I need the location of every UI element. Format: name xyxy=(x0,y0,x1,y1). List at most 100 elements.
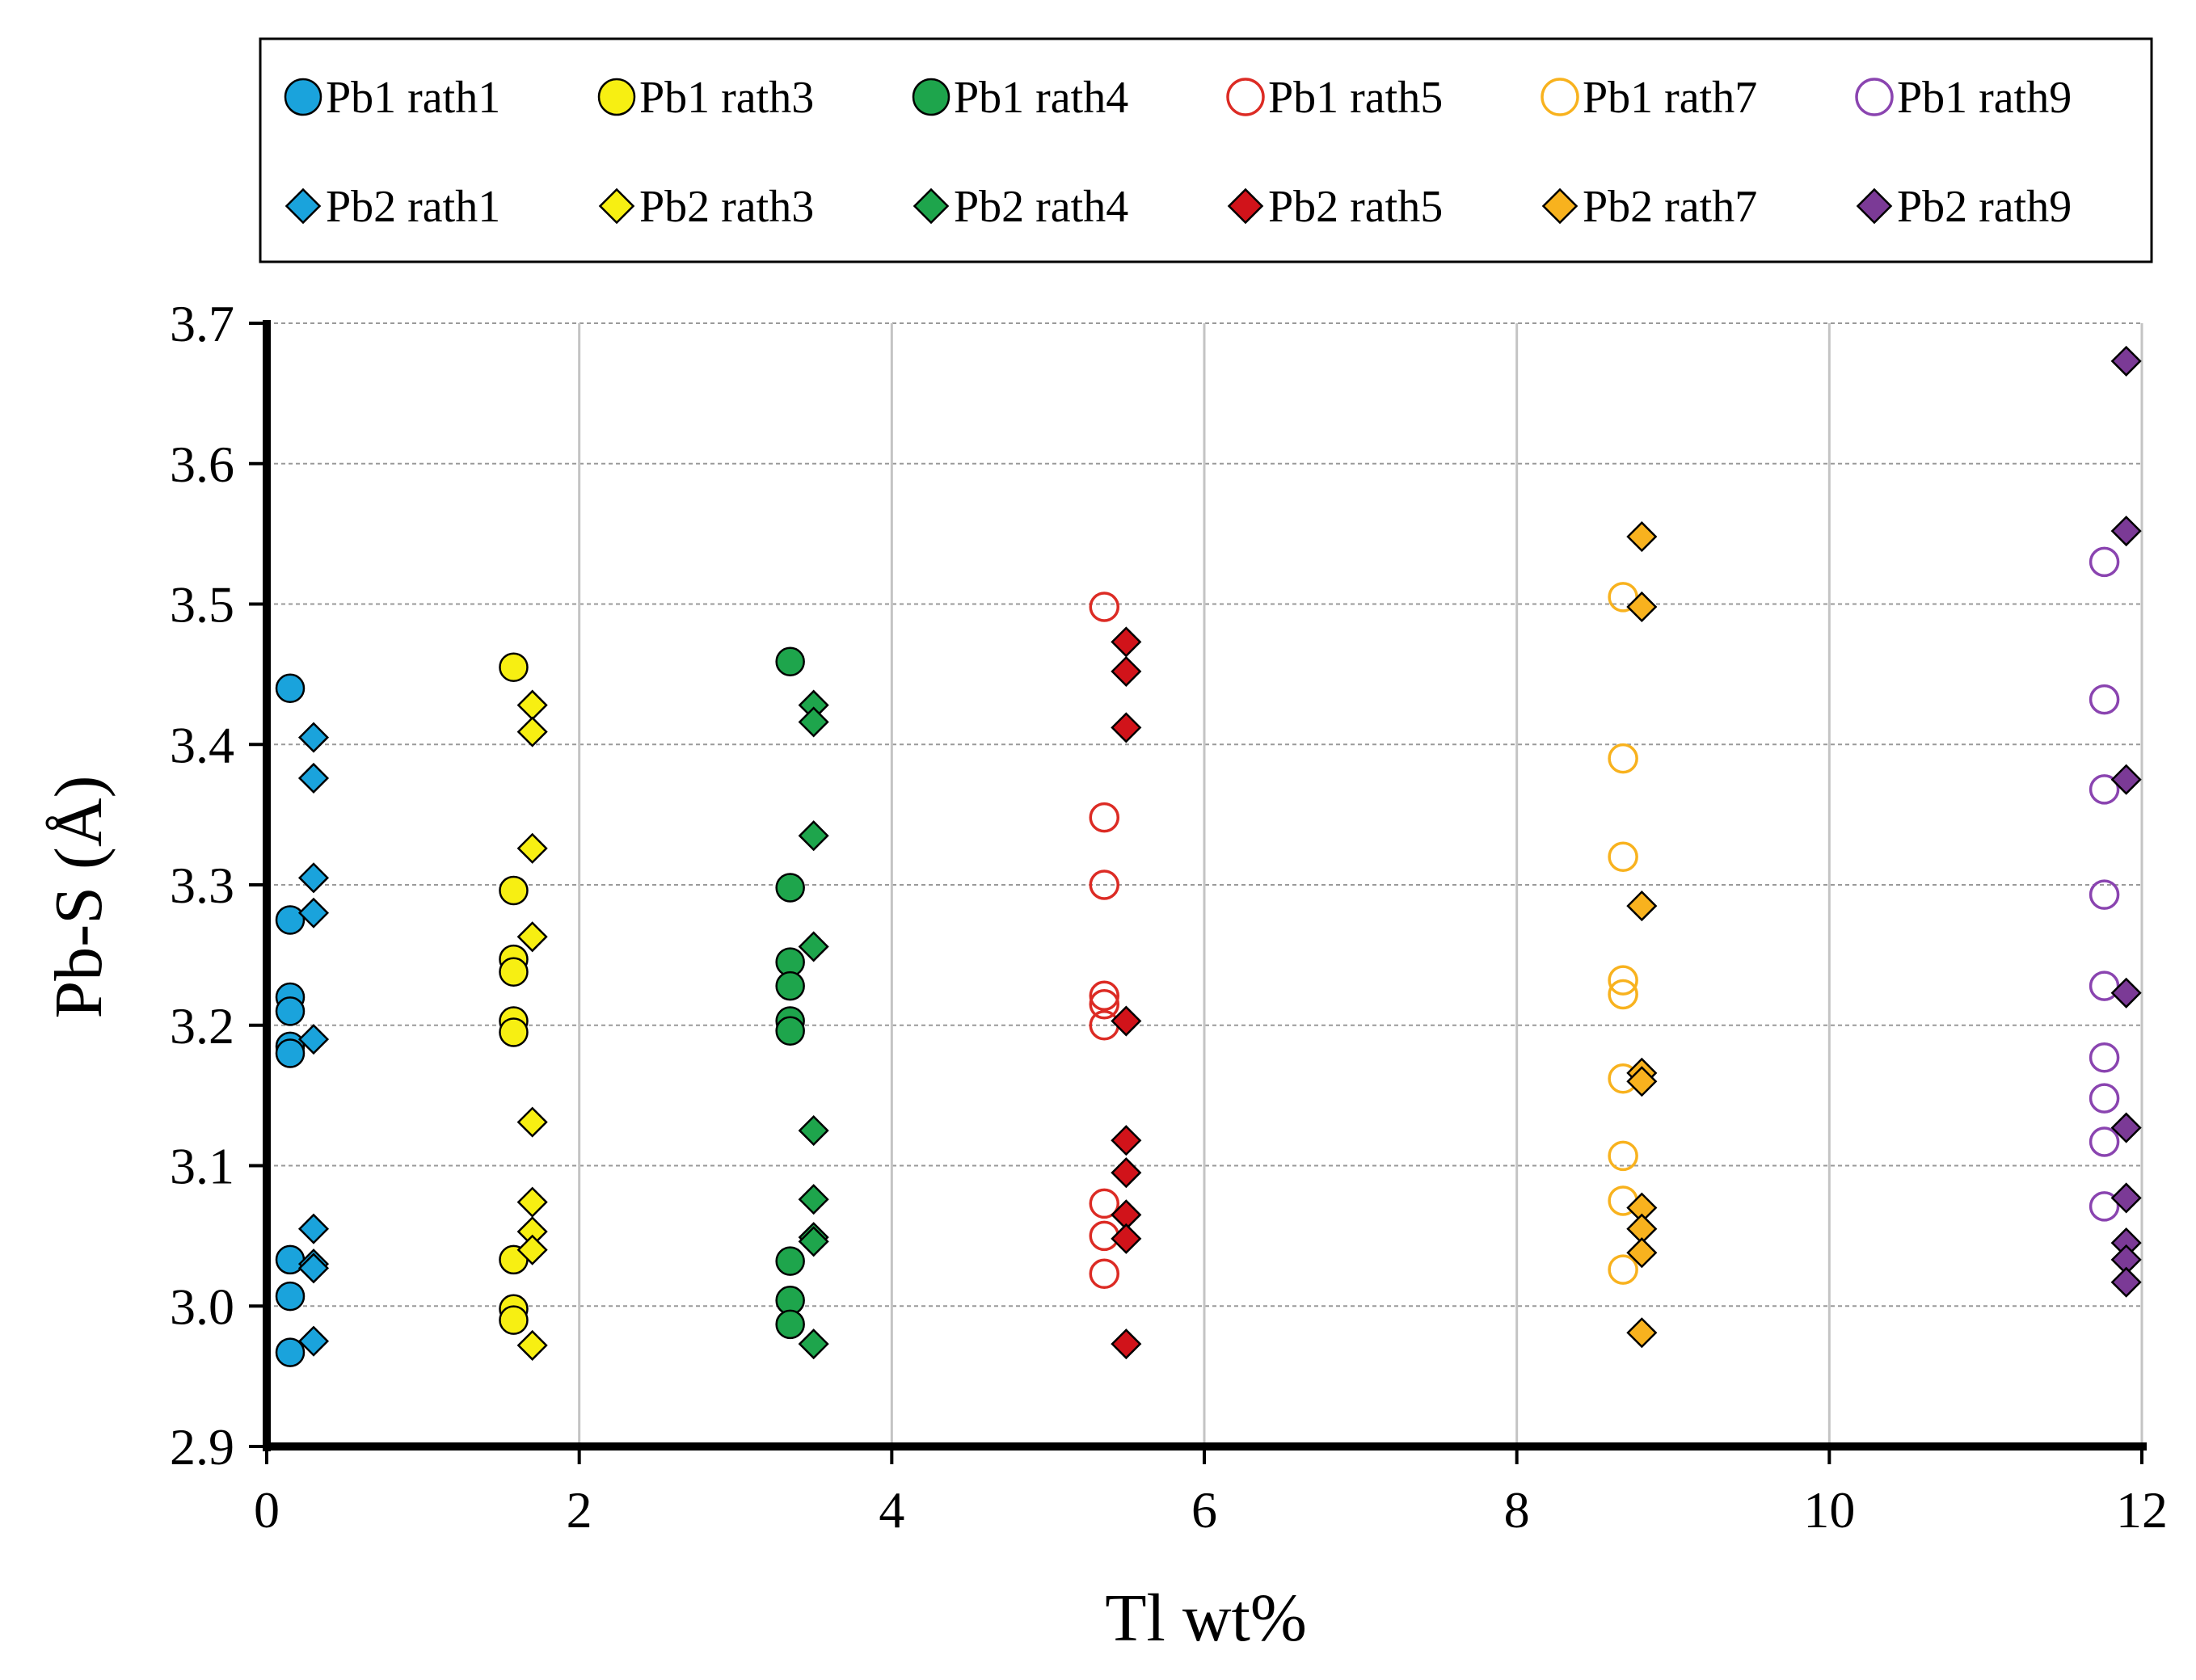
point-pb2-rath4 xyxy=(798,706,829,738)
point-pb2-rath3 xyxy=(516,1106,548,1138)
legend-marker xyxy=(597,78,636,116)
point-pb2-rath4 xyxy=(798,1328,829,1360)
point-pb1-rath1 xyxy=(275,673,306,703)
point-pb1-rath3 xyxy=(499,1305,529,1335)
y-axis-title: Pb-S (Å) xyxy=(41,775,116,1018)
legend-marker xyxy=(285,187,322,225)
legend-marker xyxy=(598,187,635,225)
point-pb2-rath1 xyxy=(297,897,330,928)
x-tick-label: 12 xyxy=(2116,1481,2168,1539)
point-pb2-rath4 xyxy=(798,1226,829,1257)
legend-marker xyxy=(1541,187,1579,225)
point-pb2-rath9 xyxy=(2110,1266,2142,1298)
point-pb1-rath7 xyxy=(1608,743,1638,774)
legend-box xyxy=(259,37,2153,263)
point-pb1-rath9 xyxy=(2089,1083,2120,1114)
y-tick-label: 3.4 xyxy=(170,716,234,773)
legend-label: Pb2 rath3 xyxy=(639,182,814,232)
point-pb2-rath1 xyxy=(297,1213,330,1244)
axes xyxy=(249,320,2147,1464)
point-pb1-rath4 xyxy=(775,873,805,903)
point-pb2-rath4 xyxy=(798,820,829,852)
point-pb1-rath3 xyxy=(499,957,529,987)
point-pb1-rath3 xyxy=(499,875,529,906)
point-pb1-rath1 xyxy=(275,905,306,935)
point-pb2-rath3 xyxy=(516,921,548,953)
point-pb1-rath9 xyxy=(2089,1042,2120,1073)
point-pb1-rath5 xyxy=(1089,1188,1120,1219)
x-tick-label: 4 xyxy=(879,1481,904,1539)
y-tick-label: 3.2 xyxy=(170,997,234,1055)
y-tick-label: 3.7 xyxy=(170,295,234,352)
point-pb1-rath9 xyxy=(2089,684,2120,715)
point-pb1-rath5 xyxy=(1089,1258,1120,1290)
point-pb1-rath7 xyxy=(1608,841,1638,872)
point-pb1-rath5 xyxy=(1089,980,1120,1012)
point-pb2-rath1 xyxy=(297,862,330,894)
point-pb1-rath9 xyxy=(2089,879,2120,910)
point-pb2-rath9 xyxy=(2110,516,2142,547)
point-pb1-rath4 xyxy=(775,971,805,1001)
point-pb1-rath7 xyxy=(1608,979,1638,1010)
point-pb1-rath1 xyxy=(275,1038,306,1068)
x-tick-label: 2 xyxy=(567,1481,592,1539)
point-pb2-rath1 xyxy=(297,1024,330,1055)
legend-marker xyxy=(284,78,322,116)
point-pb1-rath7 xyxy=(1608,1140,1638,1172)
legend-label: Pb2 rath4 xyxy=(954,182,1128,232)
data-points xyxy=(275,345,2142,1367)
point-pb1-rath1 xyxy=(275,1281,306,1312)
x-axis-title: Tl wt% xyxy=(1105,1581,1307,1656)
point-pb1-rath4 xyxy=(775,1246,805,1276)
y-tick-label: 3.3 xyxy=(170,857,234,914)
point-pb1-rath5 xyxy=(1089,592,1120,622)
point-pb2-rath5 xyxy=(1111,626,1142,658)
legend-marker xyxy=(1855,78,1894,116)
point-pb1-rath3 xyxy=(499,1017,529,1047)
legend-label: Pb1 rath5 xyxy=(1268,73,1443,123)
legend-marker xyxy=(1226,78,1265,116)
legend-marker xyxy=(1541,78,1579,116)
point-pb2-rath9 xyxy=(2110,1112,2142,1143)
point-pb2-rath4 xyxy=(798,931,829,962)
gridlines xyxy=(267,322,2143,1446)
point-pb1-rath1 xyxy=(275,1337,306,1367)
point-pb2-rath3 xyxy=(516,1329,548,1361)
legend-marker xyxy=(1856,187,1893,225)
point-pb1-rath9 xyxy=(2089,1126,2120,1157)
y-tick-label: 3.5 xyxy=(170,576,234,634)
point-pb2-rath5 xyxy=(1111,1125,1142,1156)
point-pb2-rath1 xyxy=(297,762,330,794)
point-pb2-rath3 xyxy=(516,1234,548,1265)
point-pb2-rath3 xyxy=(516,1186,548,1218)
point-pb1-rath9 xyxy=(2089,774,2120,805)
point-pb2-rath7 xyxy=(1626,1066,1658,1097)
point-pb2-rath7 xyxy=(1626,1237,1658,1269)
point-pb2-rath1 xyxy=(297,722,330,753)
x-tick-label: 8 xyxy=(1504,1481,1530,1539)
tick-labels: 2.9 3.0 3.1 3.2 3.3 3.4 3.5 3.6 3.7 0 2 4 6 8 10 12 xyxy=(170,295,2168,1539)
legend: Pb1 rath1 Pb1 rath3 Pb1 rath4 Pb1 rath5 Pb1 … xyxy=(259,37,2153,263)
y-tick-label: 3.0 xyxy=(170,1278,234,1335)
point-pb2-rath3 xyxy=(516,832,548,864)
point-pb2-rath5 xyxy=(1111,1005,1142,1037)
point-pb2-rath9 xyxy=(2110,1182,2142,1214)
point-pb2-rath9 xyxy=(2110,764,2142,795)
point-pb1-rath5 xyxy=(1089,802,1120,833)
legend-label: Pb2 rath9 xyxy=(1897,182,2072,232)
y-tick-label: 3.1 xyxy=(170,1138,234,1195)
point-pb2-rath1 xyxy=(297,1253,330,1284)
point-pb1-rath5 xyxy=(1089,988,1120,1020)
point-pb2-rath7 xyxy=(1626,1317,1658,1349)
point-pb2-rath5 xyxy=(1111,1223,1142,1254)
point-pb2-rath7 xyxy=(1626,591,1658,623)
legend-label: Pb2 rath5 xyxy=(1268,182,1443,232)
legend-marker xyxy=(1227,187,1264,225)
point-pb2-rath9 xyxy=(2110,977,2142,1008)
point-pb1-rath1 xyxy=(275,996,306,1026)
point-pb1-rath7 xyxy=(1608,1254,1638,1285)
y-tick-label: 3.6 xyxy=(170,436,234,493)
point-pb2-rath1 xyxy=(297,1325,330,1357)
y-tick-label: 2.9 xyxy=(170,1418,234,1476)
legend-label: Pb1 rath9 xyxy=(1897,73,2072,123)
